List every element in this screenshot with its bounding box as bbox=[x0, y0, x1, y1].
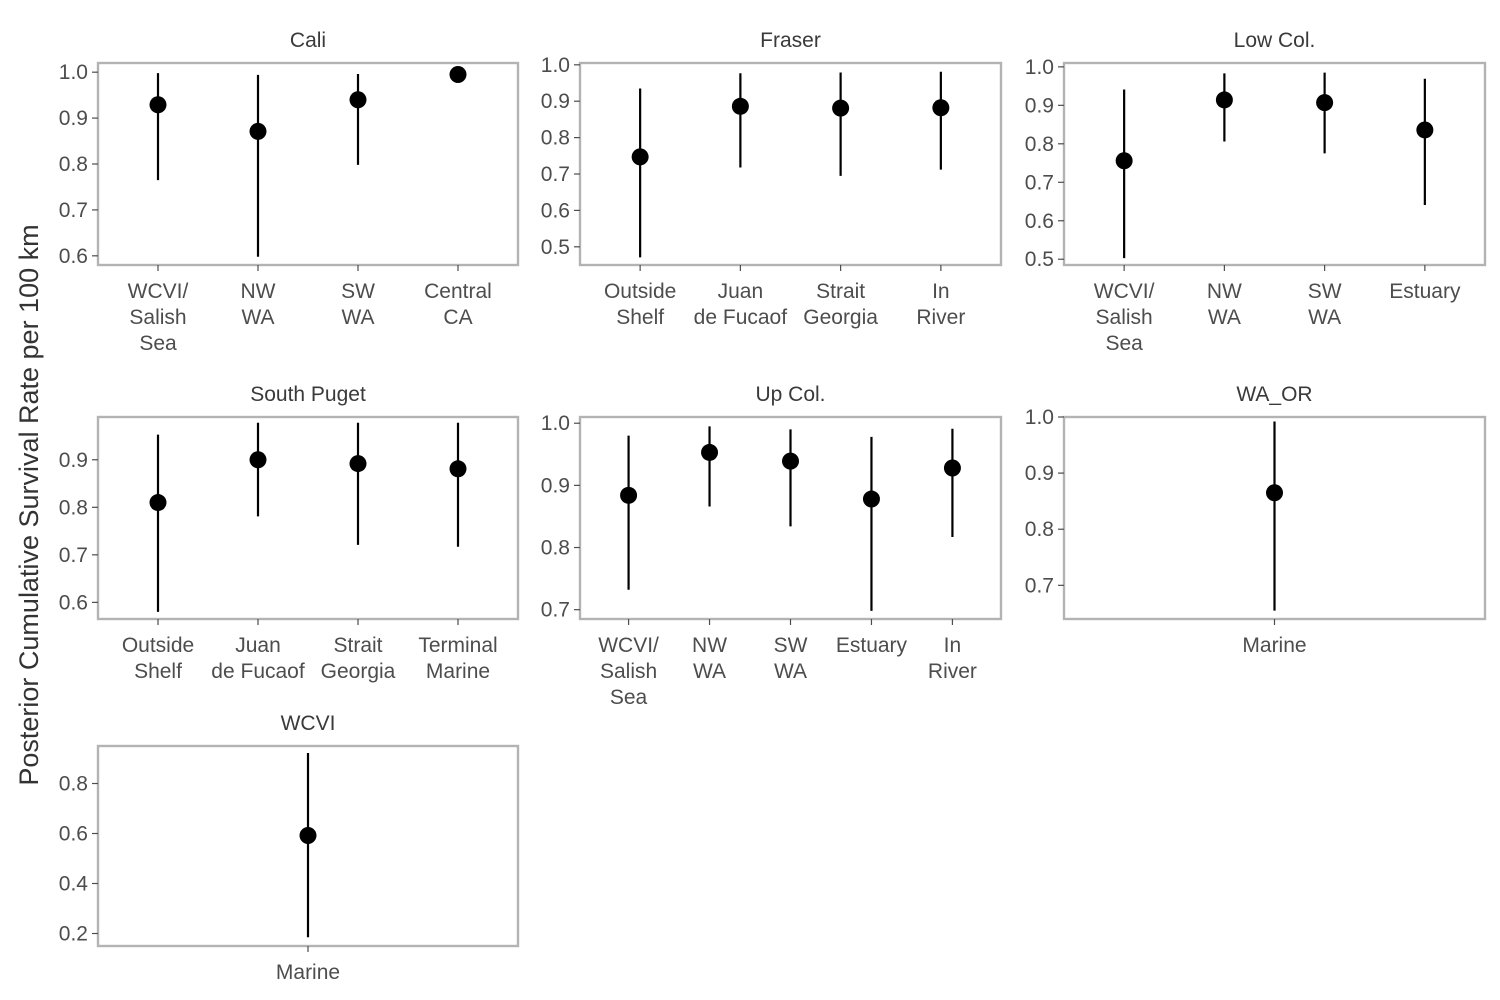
estimate-point bbox=[1266, 484, 1283, 502]
x-tick-label: Central CA bbox=[424, 280, 492, 329]
x-tick-label: SW WA bbox=[341, 280, 375, 329]
y-tick-label: 0.6 bbox=[59, 245, 88, 268]
x-tick-label: NW WA bbox=[241, 280, 276, 329]
panel-5: Up Col. 0.7 0.8 0.9 1.0 WCVI/Salish Sea NW WA SW W… bbox=[541, 383, 1003, 709]
estimate-point bbox=[631, 148, 649, 166]
panel-title: Up Col. bbox=[755, 383, 825, 406]
panel-title: Low Col. bbox=[1234, 29, 1316, 52]
y-tick-label: 0.4 bbox=[59, 873, 89, 896]
estimate-point bbox=[449, 65, 467, 83]
x-tick-label: SW WA bbox=[774, 634, 808, 683]
y-tick-label: 1.0 bbox=[541, 412, 570, 435]
estimate-point bbox=[299, 827, 317, 844]
panel-2: Fraser 0.5 0.6 0.7 0.8 0.9 1.0 Outside Shelf Juan… bbox=[541, 29, 1003, 329]
estimate-point bbox=[1416, 121, 1434, 139]
x-tick-label: Outside Shelf bbox=[604, 280, 676, 329]
x-tick-label: NW WA bbox=[692, 634, 727, 683]
panel-6: WA_OR 0.7 0.8 0.9 1.0 Marine bbox=[1025, 383, 1487, 657]
estimate-point bbox=[1115, 152, 1133, 170]
panel-title: WCVI bbox=[281, 712, 336, 735]
panel-3: Low Col. 0.5 0.6 0.7 0.8 0.9 1.0 WCVI/Salish Sea… bbox=[1025, 29, 1487, 355]
x-tick-label: Strait Georgia bbox=[321, 634, 396, 683]
panel-frame bbox=[96, 415, 520, 621]
y-tick-label: 0.8 bbox=[1025, 133, 1054, 156]
estimate-point bbox=[1316, 94, 1334, 112]
x-tick-label: Juan de Fucaof bbox=[211, 634, 305, 683]
y-tick-label: 0.7 bbox=[59, 544, 88, 567]
x-tick-label: Outside Shelf bbox=[122, 634, 194, 683]
y-tick-label: 0.6 bbox=[59, 591, 88, 614]
panel-title: WA_OR bbox=[1236, 383, 1312, 406]
y-tick-label: 0.8 bbox=[59, 496, 88, 519]
x-tick-label: Marine bbox=[276, 961, 340, 984]
y-tick-label: 0.7 bbox=[541, 599, 570, 622]
panel-frame bbox=[578, 61, 1003, 267]
estimate-point bbox=[449, 460, 467, 478]
x-tick-label: Juan de Fucaof bbox=[694, 280, 788, 329]
y-tick-label: 0.2 bbox=[59, 923, 88, 946]
estimate-point bbox=[349, 455, 367, 473]
y-tick-label: 0.9 bbox=[541, 90, 570, 113]
x-tick-label: WCVI/Salish Sea bbox=[598, 634, 659, 709]
estimate-point bbox=[1215, 91, 1233, 109]
estimate-point bbox=[249, 122, 267, 140]
estimate-point bbox=[943, 459, 961, 477]
estimate-point bbox=[862, 490, 880, 508]
x-tick-label: In River bbox=[916, 280, 965, 329]
x-tick-label: NW WA bbox=[1207, 280, 1242, 329]
y-tick-label: 0.5 bbox=[1025, 248, 1054, 271]
panel-4: South Puget 0.6 0.7 0.8 0.9 Outside Shelf Juan d… bbox=[59, 383, 520, 683]
x-tick-label: Strait Georgia bbox=[803, 280, 878, 329]
y-tick-label: 0.7 bbox=[1025, 574, 1054, 597]
y-tick-label: 0.5 bbox=[541, 236, 570, 259]
panel-title: South Puget bbox=[250, 383, 366, 406]
x-tick-label: In River bbox=[928, 634, 977, 683]
y-tick-label: 0.9 bbox=[1025, 462, 1054, 485]
x-tick-label: Terminal Marine bbox=[418, 634, 497, 683]
y-axis-label: Posterior Cumulative Survival Rate per 1… bbox=[14, 224, 44, 786]
y-tick-label: 0.9 bbox=[541, 474, 570, 497]
y-tick-label: 0.6 bbox=[1025, 210, 1054, 233]
y-tick-label: 0.8 bbox=[541, 537, 570, 560]
y-tick-label: 0.9 bbox=[1025, 94, 1054, 117]
x-tick-label: Marine bbox=[1242, 634, 1306, 657]
y-tick-label: 0.6 bbox=[59, 823, 88, 846]
estimate-point bbox=[149, 96, 167, 114]
y-tick-label: 0.8 bbox=[1025, 518, 1054, 541]
panel-7: WCVI 0.2 0.4 0.6 0.8 Marine bbox=[59, 712, 520, 984]
y-tick-label: 1.0 bbox=[541, 54, 570, 77]
estimate-point bbox=[249, 451, 267, 469]
y-tick-label: 1.0 bbox=[59, 61, 88, 84]
estimate-point bbox=[832, 99, 850, 117]
panel-title: Cali bbox=[290, 29, 326, 52]
estimate-point bbox=[620, 486, 638, 504]
y-tick-label: 0.9 bbox=[59, 449, 88, 472]
estimate-point bbox=[731, 97, 749, 115]
y-tick-label: 0.6 bbox=[541, 199, 570, 222]
y-tick-label: 0.8 bbox=[59, 773, 88, 796]
x-tick-label: WCVI/Salish Sea bbox=[1094, 280, 1155, 355]
x-tick-label: SW WA bbox=[1308, 280, 1342, 329]
estimate-point bbox=[701, 443, 719, 461]
y-tick-label: 0.8 bbox=[59, 153, 88, 176]
estimate-point bbox=[782, 452, 799, 470]
panel-1: Cali 0.6 0.7 0.8 0.9 1.0 WCVI/Salish Sea NW WA SW W… bbox=[59, 29, 520, 355]
y-tick-label: 0.7 bbox=[1025, 171, 1054, 194]
x-tick-label: Estuary bbox=[1389, 280, 1461, 303]
y-tick-label: 1.0 bbox=[1025, 56, 1054, 79]
x-tick-label: Estuary bbox=[836, 634, 908, 657]
panel-frame bbox=[96, 61, 520, 267]
y-tick-label: 0.7 bbox=[541, 163, 570, 186]
panel-title: Fraser bbox=[760, 29, 821, 52]
y-tick-label: 0.7 bbox=[59, 199, 88, 222]
x-tick-label: WCVI/Salish Sea bbox=[128, 280, 189, 355]
y-tick-label: 0.9 bbox=[59, 107, 88, 130]
panel-frame bbox=[1062, 61, 1487, 267]
y-tick-label: 1.0 bbox=[1025, 406, 1054, 429]
estimate-point bbox=[932, 99, 950, 117]
estimate-point bbox=[349, 91, 367, 109]
estimate-point bbox=[149, 494, 167, 512]
y-tick-label: 0.8 bbox=[541, 127, 570, 150]
